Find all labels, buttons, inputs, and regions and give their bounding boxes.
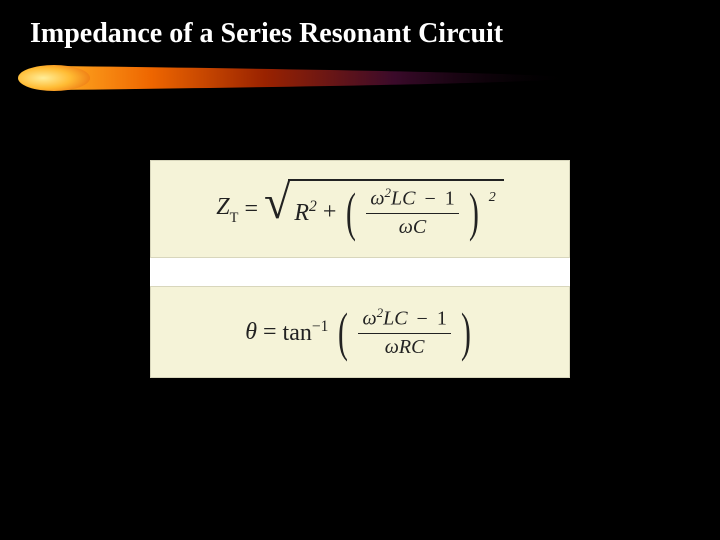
right-paren-2: ) [461,305,471,359]
plus-sign: + [323,199,337,226]
slide-title: Impedance of a Series Resonant Circuit [30,18,503,50]
radical-sign: √ [264,179,290,239]
comet-graphic [16,58,576,98]
equals-sign-2: = [263,319,277,346]
fraction-2: ω2LC − 1 ωRC [358,305,450,359]
formula-impedance: ZT = √ R2 + ( ω2LC − 1 ωC [150,160,570,258]
zt-var: ZT [216,194,238,225]
formula-container: ZT = √ R2 + ( ω2LC − 1 ωC [150,160,570,378]
left-paren: ( [346,185,356,239]
arctan-label: tan−1 [283,318,329,347]
theta-var: θ [245,319,257,346]
fraction-1: ω2LC − 1 ωC [366,185,458,239]
sqrt-expression: √ R2 + ( ω2LC − 1 ωC ) 2 [264,179,504,239]
formula-phase-angle: θ = tan−1 ( ω2LC − 1 ωRC ) [150,286,570,378]
left-paren-2: ( [338,305,348,359]
right-paren: ) [469,185,479,239]
r-squared: R2 [294,198,316,227]
equals-sign: = [244,196,258,223]
formula-gap [150,258,570,286]
outer-exponent: 2 [489,190,496,206]
